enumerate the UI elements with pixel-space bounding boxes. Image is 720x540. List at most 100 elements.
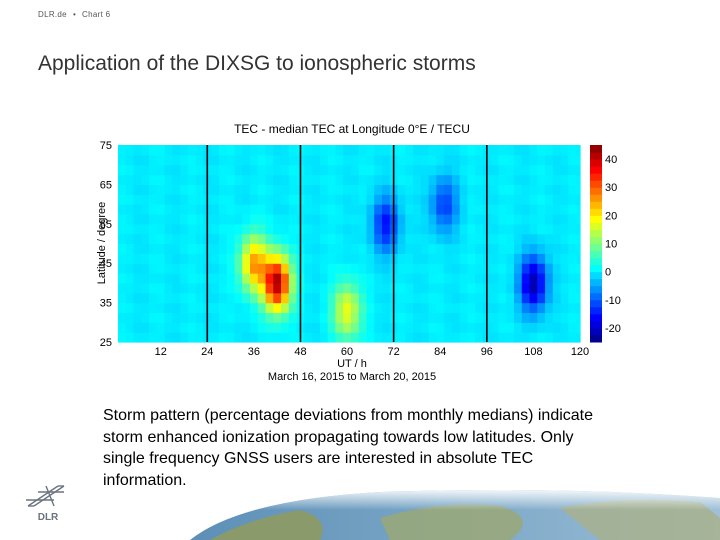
- heatmap-cell: [149, 154, 158, 166]
- heatmap-cell: [312, 292, 321, 304]
- heatmap-cell: [521, 204, 531, 215]
- heatmap-cell: [265, 312, 274, 323]
- heatmap-cell: [327, 164, 337, 176]
- heatmap-cell: [242, 194, 251, 205]
- heatmap-cell: [490, 312, 500, 323]
- heatmap-cell: [560, 302, 569, 314]
- heatmap-cell: [149, 253, 158, 264]
- heatmap-cell: [327, 194, 337, 205]
- heatmap-cell: [343, 213, 352, 225]
- colorbar-tick-label: 0: [605, 267, 611, 279]
- heatmap-cell: [187, 204, 197, 215]
- x-tick-label: 12: [155, 346, 167, 358]
- heatmap-cell: [226, 273, 236, 284]
- heatmap-cell: [164, 184, 173, 195]
- heatmap-cell: [211, 213, 220, 225]
- heatmap-cell: [118, 322, 127, 333]
- heatmap-cell: [281, 243, 290, 254]
- heatmap-cell: [405, 174, 414, 185]
- heatmap-cell: [149, 233, 158, 245]
- heatmap-cell: [234, 292, 243, 304]
- heatmap-cell: [187, 194, 197, 205]
- heatmap-cell: [211, 322, 220, 333]
- heatmap-cell: [304, 213, 313, 225]
- heatmap-cell: [397, 322, 406, 333]
- heatmap-cell: [125, 302, 135, 314]
- heatmap-cell: [374, 332, 383, 343]
- heatmap-cell: [172, 302, 181, 314]
- heatmap-cell: [428, 263, 437, 274]
- heatmap-cell: [444, 273, 453, 284]
- heatmap-cell: [149, 174, 158, 185]
- heatmap-cell: [195, 263, 205, 274]
- heatmap-cell: [358, 292, 368, 304]
- heatmap-cell: [125, 204, 135, 215]
- heatmap-cell: [490, 174, 500, 185]
- heatmap-cell: [490, 194, 500, 205]
- heatmap-cell: [552, 184, 562, 195]
- heatmap-cell: [265, 292, 274, 304]
- heatmap-cell: [195, 322, 205, 333]
- heatmap-cell: [164, 292, 173, 304]
- heatmap-cell: [529, 332, 538, 343]
- heatmap-cell: [319, 174, 329, 185]
- heatmap-cell: [234, 233, 243, 245]
- heatmap-cell: [187, 263, 197, 274]
- heatmap-cell: [319, 164, 329, 176]
- colorbar-segment: [590, 257, 602, 266]
- heatmap-cell: [444, 213, 453, 225]
- heatmap-cell: [358, 154, 368, 166]
- heatmap-cell: [304, 302, 313, 314]
- header-separator: •: [72, 10, 77, 19]
- heatmap-cell: [428, 223, 437, 235]
- heatmap-cell: [133, 292, 142, 304]
- heatmap-cell: [436, 194, 445, 205]
- heatmap-cell: [319, 243, 329, 254]
- colorbar-tick-label: 40: [605, 154, 617, 166]
- heatmap-cell: [545, 292, 554, 304]
- heatmap-cell: [545, 302, 554, 314]
- heatmap-cell: [397, 184, 406, 195]
- heatmap-cell: [195, 154, 205, 166]
- heatmap-cell: [498, 194, 507, 205]
- heatmap-cell: [397, 223, 406, 235]
- heatmap-cell: [218, 194, 228, 205]
- heatmap-cell: [218, 233, 228, 245]
- heatmap-cell: [288, 263, 298, 274]
- heatmap-cell: [335, 312, 344, 323]
- heatmap-cell: [141, 282, 150, 294]
- heatmap-cell: [195, 164, 205, 176]
- heatmap-cell: [172, 282, 181, 294]
- heatmap-cell: [475, 184, 484, 195]
- heatmap-cell: [514, 292, 523, 304]
- heatmap-cell: [281, 174, 290, 185]
- dlr-logo: DLR: [26, 485, 65, 523]
- heatmap-cell: [226, 243, 236, 254]
- heatmap-cell: [343, 184, 352, 195]
- heatmap-cell: [459, 302, 469, 314]
- heatmap-cell: [156, 273, 166, 284]
- heatmap-cell: [273, 164, 282, 176]
- heatmap-cell: [475, 145, 484, 156]
- heatmap-cell: [187, 154, 197, 166]
- heatmap-cell: [560, 154, 569, 166]
- heatmap-cell: [172, 273, 181, 284]
- heatmap-cell: [335, 204, 344, 215]
- heatmap-cell: [149, 292, 158, 304]
- heatmap-cell: [467, 194, 476, 205]
- heatmap-cell: [242, 233, 251, 245]
- heatmap-cell: [374, 213, 383, 225]
- heatmap-cell: [444, 302, 453, 314]
- heatmap-cell: [226, 154, 236, 166]
- heatmap-cell: [451, 332, 461, 343]
- heatmap-cell: [226, 322, 236, 333]
- heatmap-cell: [343, 292, 352, 304]
- heatmap-cell: [490, 292, 500, 304]
- heatmap-cell: [234, 282, 243, 294]
- heatmap-cell: [242, 312, 251, 323]
- heatmap-cell: [529, 184, 538, 195]
- heatmap-cell: [436, 164, 445, 176]
- heatmap-cell: [366, 223, 375, 235]
- heatmap-cell: [420, 253, 430, 264]
- heatmap-cell: [475, 243, 484, 254]
